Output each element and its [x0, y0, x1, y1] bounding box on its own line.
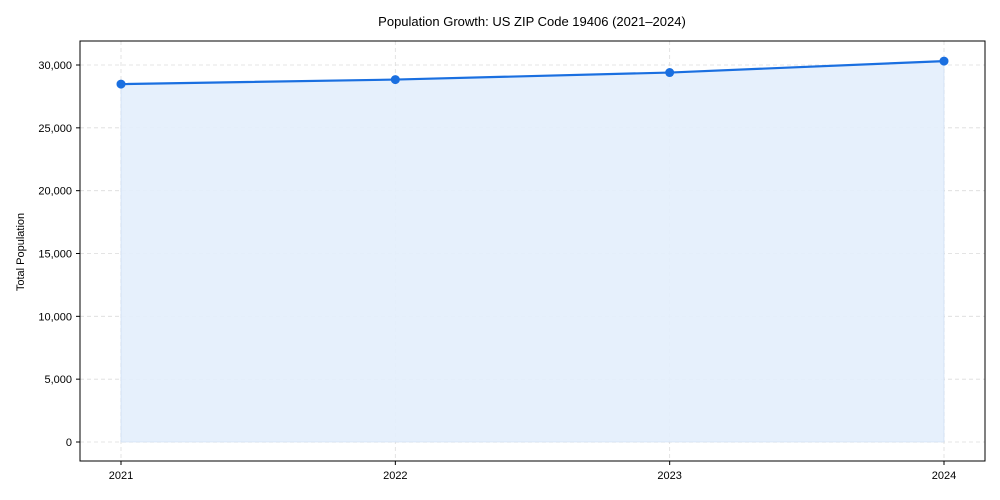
area-fill: [120, 60, 945, 443]
area-shape: [120, 60, 945, 443]
data-points: [116, 56, 949, 89]
y-axis-label: Total Population: [15, 213, 27, 291]
y-tick-label: 5,000: [44, 374, 72, 386]
data-point-marker: [116, 79, 126, 89]
y-axis-ticks: 0 5,000 10,000 15,000 20,000 25,000 30,000: [38, 60, 80, 449]
population-line: [120, 60, 945, 86]
y-tick-label: 10,000: [38, 311, 72, 323]
y-tick-label: 25,000: [38, 123, 72, 135]
x-axis-ticks: 2021 2022 2023 2024: [109, 461, 956, 482]
plot-frame: [79, 40, 986, 462]
y-tick-label: 30,000: [38, 60, 72, 72]
y-tick-label: 20,000: [38, 186, 72, 198]
x-tick-label: 2024: [932, 470, 956, 482]
x-tick-label: 2022: [383, 470, 407, 482]
data-point-marker: [390, 75, 400, 85]
y-tick-label: 0: [66, 437, 72, 449]
x-tick-label: 2021: [109, 470, 133, 482]
data-point-marker: [665, 68, 675, 78]
data-line: [120, 60, 945, 86]
data-point-marker: [939, 56, 949, 66]
chart-title: Population Growth: US ZIP Code 19406 (20…: [378, 14, 686, 29]
x-tick-label: 2023: [657, 470, 681, 482]
y-tick-label: 15,000: [38, 249, 72, 261]
